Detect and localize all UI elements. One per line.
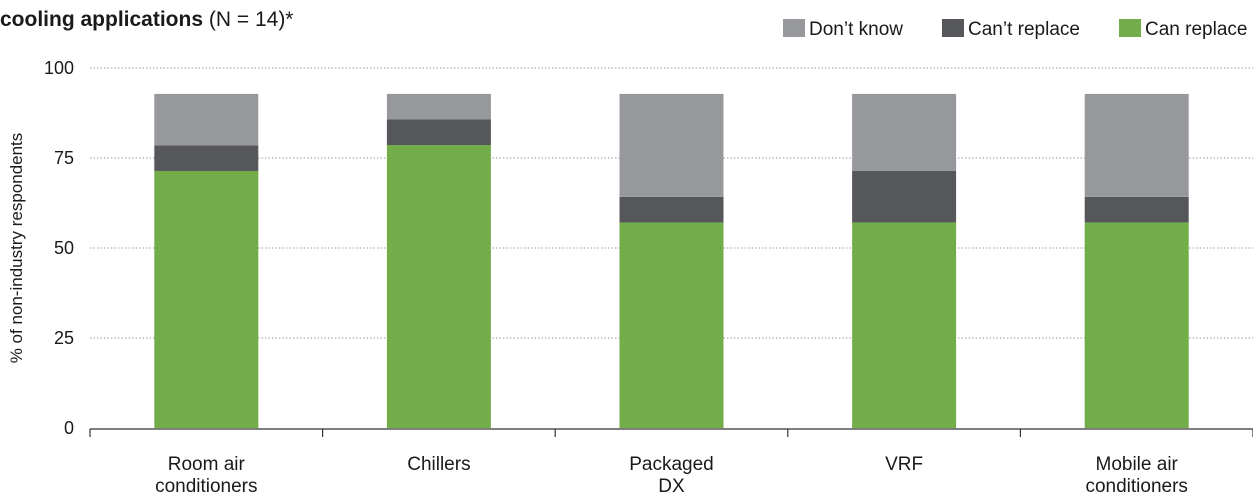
chart-title: cooling applications (N = 14)* <box>0 8 293 31</box>
bar-segment <box>386 145 491 429</box>
y-tick-label: 75 <box>54 148 74 168</box>
legend-swatch <box>1119 19 1141 37</box>
x-category-label: Mobile air conditioners <box>1085 454 1187 497</box>
legend-label: Can replace <box>1145 19 1247 40</box>
legend-label: Don’t know <box>809 19 903 40</box>
bar-segment <box>1084 196 1189 223</box>
bar-segment <box>619 93 724 197</box>
bar-segment <box>154 93 259 146</box>
legend: Don’t know Can’t replace Can replace <box>783 19 1247 40</box>
bar-segment <box>852 170 957 223</box>
x-axis <box>89 428 1253 437</box>
bar-segment <box>619 222 724 428</box>
bar-segment <box>1084 222 1189 428</box>
y-tick-label: 50 <box>54 238 74 258</box>
y-tick-label: 100 <box>44 58 74 78</box>
bar-segment <box>154 145 259 171</box>
x-category-label: Room air conditioners <box>155 454 257 497</box>
bar-segment <box>154 170 259 428</box>
y-tick-label: 25 <box>54 328 74 348</box>
bar-segment <box>386 93 491 120</box>
bar-segment <box>852 93 957 171</box>
x-category-label: Chillers <box>407 454 470 475</box>
chart-title-bold: cooling applications <box>0 8 203 31</box>
legend-swatch <box>783 19 805 37</box>
bar-segment <box>852 222 957 428</box>
y-tick-label: 0 <box>64 418 74 438</box>
bar-segment <box>386 119 491 146</box>
bar-segment <box>619 196 724 223</box>
legend-swatch <box>942 19 964 37</box>
bars <box>154 93 1189 429</box>
chart-title-rest: (N = 14)* <box>203 8 293 31</box>
x-axis-labels: Room air conditioners Chillers Packaged DX VR… <box>155 454 1188 497</box>
x-category-label: Packaged DX <box>629 454 714 497</box>
y-axis-ticks: 0 25 50 75 100 <box>44 58 74 438</box>
y-axis-title: % of non-industry respondents <box>7 133 26 364</box>
x-category-label: VRF <box>885 454 923 475</box>
legend-label: Can’t replace <box>968 19 1080 40</box>
bar-segment <box>1084 93 1189 197</box>
